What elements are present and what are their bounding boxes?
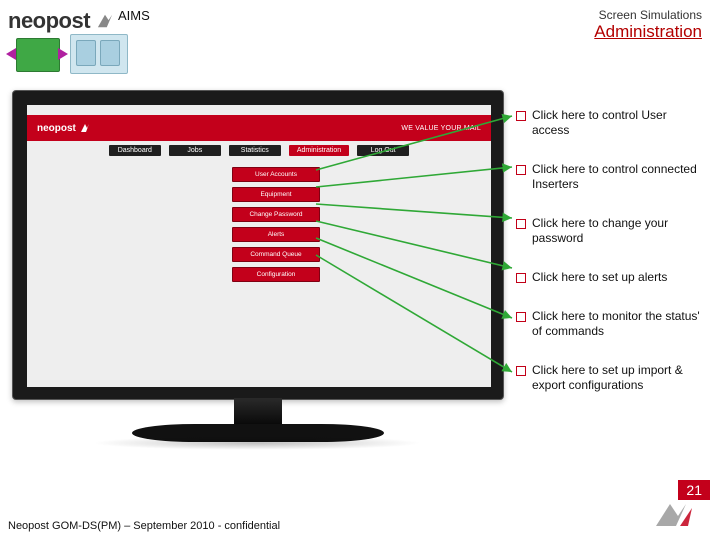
brand-wing-icon — [96, 13, 114, 29]
app-topnav: Dashboard Jobs Statistics Administration Log… — [27, 141, 491, 159]
app-brand-text: neopost — [37, 123, 76, 134]
bullet-item: Click here to monitor the status' of com… — [516, 309, 706, 339]
monitor-screen: neopost WE VALUE YOUR MAIL Dashboard Jobs… — [27, 105, 491, 387]
footer-logo-icon — [652, 500, 696, 530]
menu-configuration[interactable]: Configuration — [232, 267, 320, 282]
app-header: neopost WE VALUE YOUR MAIL — [27, 115, 491, 141]
monitor: neopost WE VALUE YOUR MAIL Dashboard Jobs… — [12, 90, 504, 450]
tab-jobs[interactable]: Jobs — [169, 145, 221, 156]
header-right: Screen Simulations Administration — [594, 8, 702, 42]
app-window: neopost WE VALUE YOUR MAIL Dashboard Jobs… — [27, 105, 491, 387]
header-title: Administration — [594, 22, 702, 42]
footer-text: Neopost GOM-DS(PM) – September 2010 - co… — [8, 520, 280, 532]
tab-statistics[interactable]: Statistics — [229, 145, 281, 156]
app-brand-wing-icon — [80, 123, 90, 133]
tab-log-out[interactable]: Log Out — [357, 145, 409, 156]
header-subtitle: Screen Simulations — [594, 8, 702, 22]
bullet-item: Click here to set up import & export con… — [516, 363, 706, 393]
menu-equipment[interactable]: Equipment — [232, 187, 320, 202]
menu-change-password[interactable]: Change Password — [232, 207, 320, 222]
bullet-item: Click here to change your password — [516, 216, 706, 246]
title-aims: AIMS — [118, 8, 150, 23]
app-brand: neopost — [37, 123, 90, 134]
tab-administration[interactable]: Administration — [289, 145, 349, 156]
tab-dashboard[interactable]: Dashboard — [109, 145, 161, 156]
diagram-thumbnail — [8, 30, 140, 82]
callout-bullets: Click here to control User access Click h… — [516, 108, 706, 393]
bullet-item: Click here to set up alerts — [516, 270, 706, 285]
menu-command-queue[interactable]: Command Queue — [232, 247, 320, 262]
monitor-shadow — [92, 436, 422, 450]
menu-user-accounts[interactable]: User Accounts — [232, 167, 320, 182]
slide-number: 21 — [678, 480, 710, 500]
monitor-bezel: neopost WE VALUE YOUR MAIL Dashboard Jobs… — [12, 90, 504, 400]
bullet-item: Click here to control User access — [516, 108, 706, 138]
bullet-item: Click here to control connected Inserter… — [516, 162, 706, 192]
menu-alerts[interactable]: Alerts — [232, 227, 320, 242]
app-admin-menu: User Accounts Equipment Change Password Ale… — [232, 167, 320, 282]
app-tagline: WE VALUE YOUR MAIL — [401, 125, 481, 132]
